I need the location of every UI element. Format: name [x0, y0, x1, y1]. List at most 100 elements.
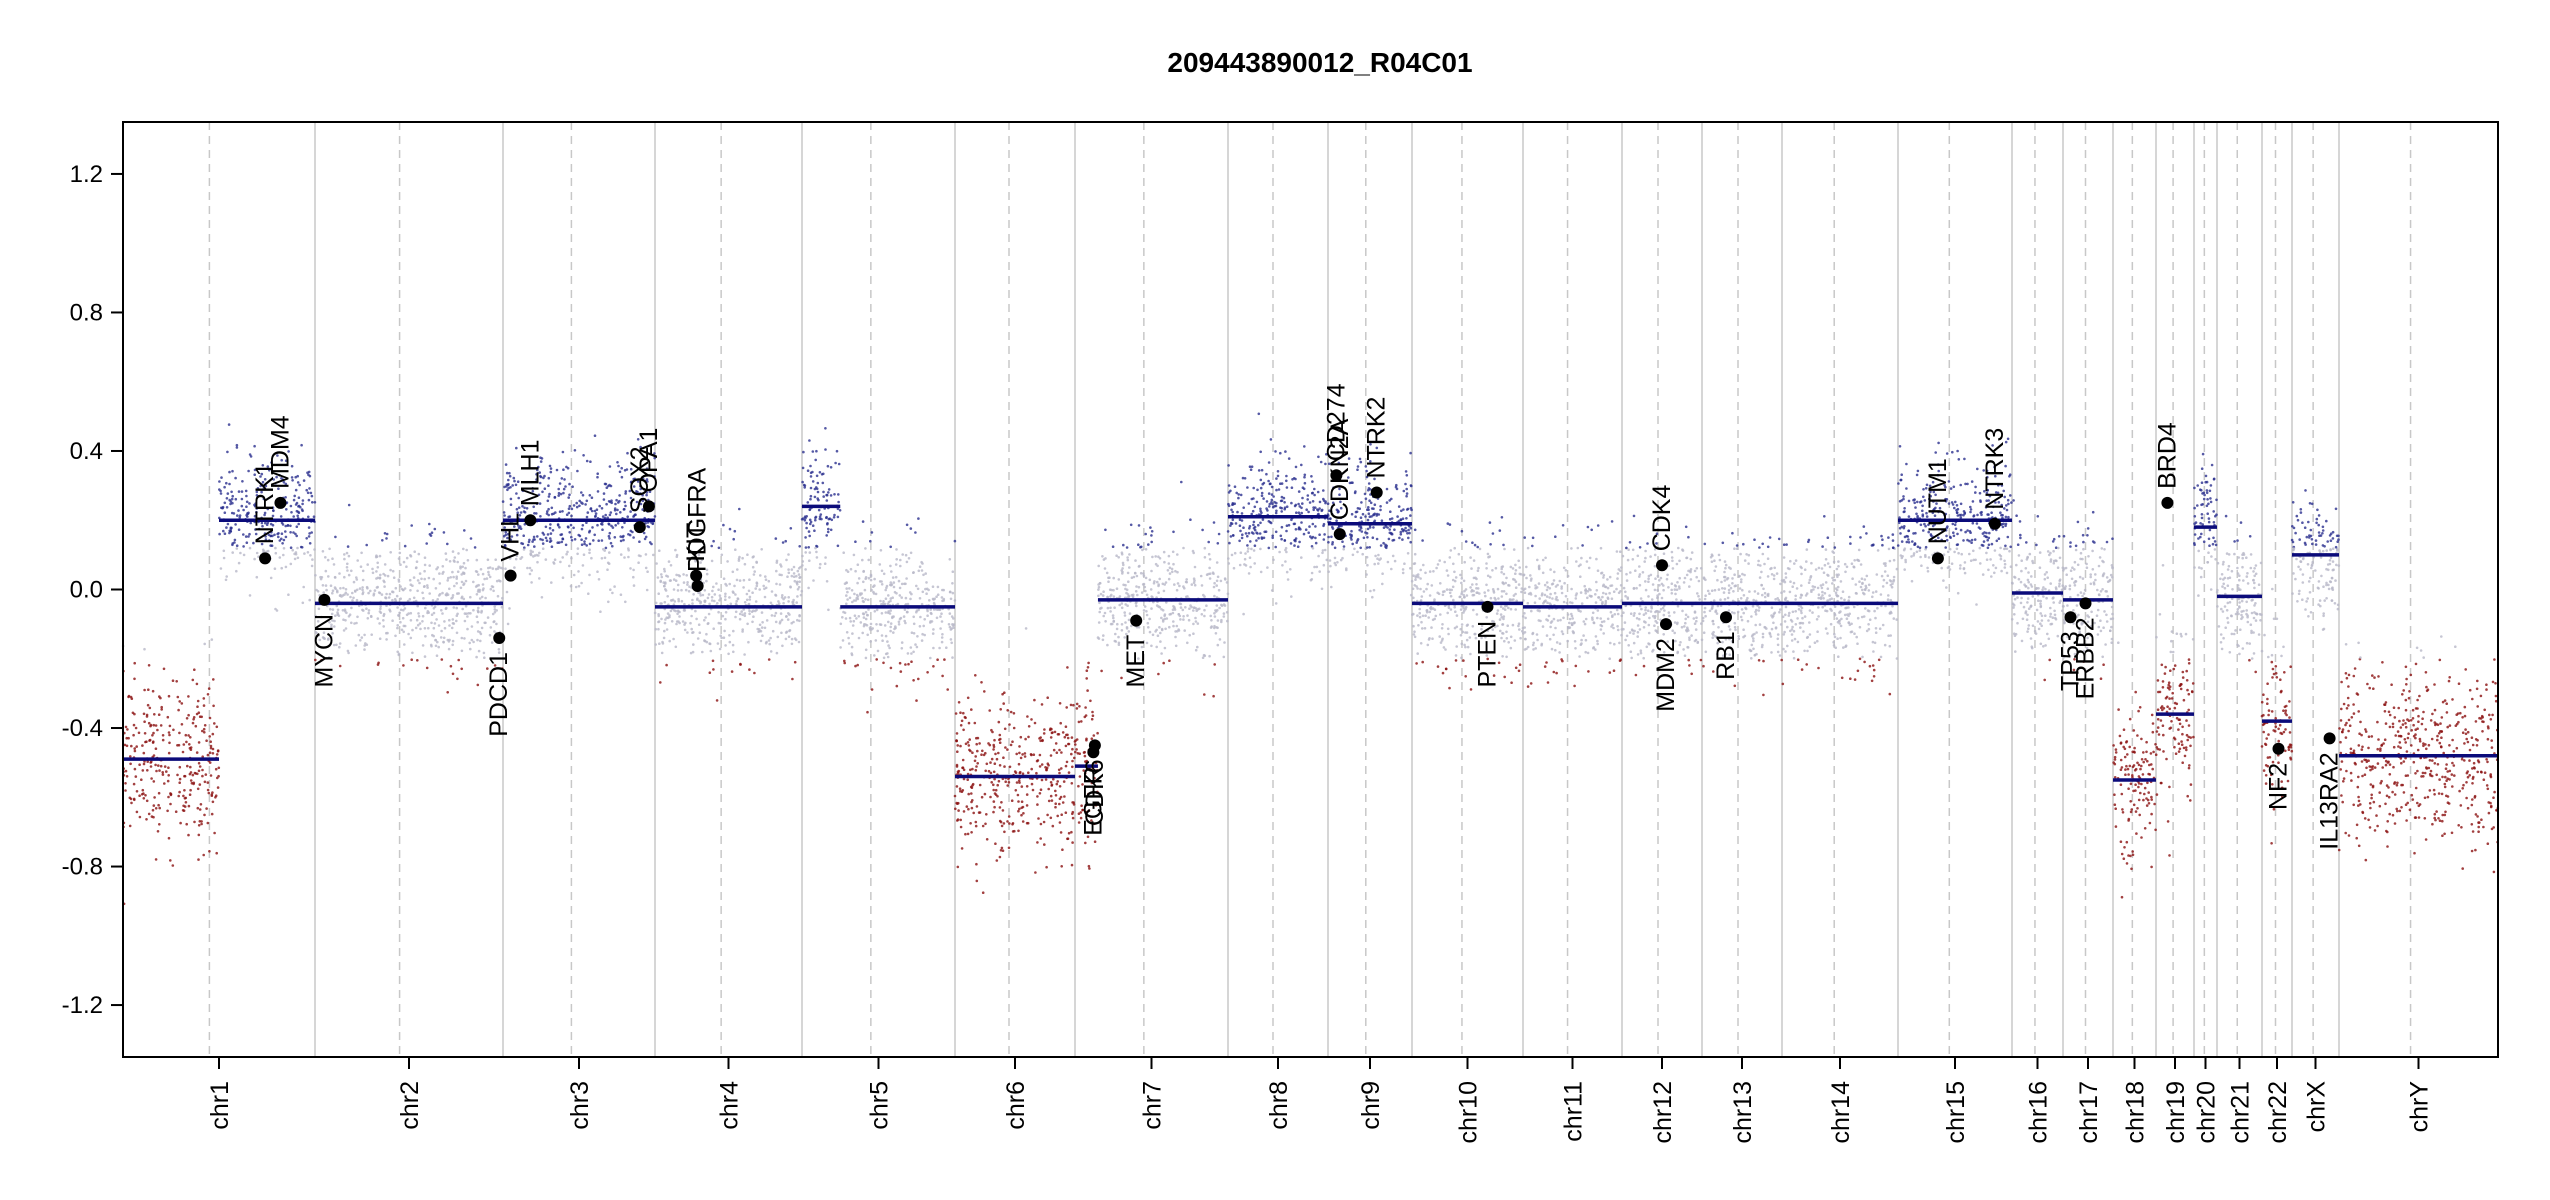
- probe-point: [801, 564, 804, 567]
- probe-point: [1000, 824, 1004, 828]
- probe-point: [1067, 742, 1071, 746]
- probe-point: [829, 528, 833, 532]
- probe-point: [1047, 799, 1051, 803]
- probe-point: [1699, 658, 1703, 662]
- probe-point: [788, 613, 791, 616]
- probe-point: [1207, 552, 1211, 556]
- probe-point: [206, 781, 210, 784]
- probe-point: [335, 643, 338, 647]
- probe-point: [1164, 627, 1167, 631]
- probe-point: [738, 555, 741, 559]
- probe-point: [1413, 630, 1416, 633]
- probe-point: [1134, 590, 1138, 593]
- probe-point: [289, 546, 293, 549]
- probe-point: [1038, 765, 1042, 768]
- probe-point: [889, 666, 893, 670]
- probe-point: [245, 494, 248, 498]
- probe-point: [718, 647, 722, 651]
- probe-point: [672, 578, 676, 581]
- probe-point: [1128, 553, 1131, 556]
- probe-point: [1043, 728, 1046, 731]
- probe-point: [207, 687, 211, 690]
- probe-point: [302, 585, 306, 589]
- probe-point: [1574, 664, 1578, 668]
- probe-point: [513, 479, 516, 483]
- probe-point: [194, 724, 198, 728]
- probe-point: [382, 572, 385, 576]
- probe-point: [301, 601, 305, 605]
- probe-point: [1300, 521, 1303, 524]
- probe-point: [608, 465, 612, 468]
- probe-point: [733, 529, 737, 533]
- probe-point: [889, 597, 893, 600]
- probe-point: [1563, 581, 1566, 585]
- probe-point: [361, 608, 364, 612]
- probe-point: [156, 728, 159, 732]
- probe-point: [1642, 664, 1646, 668]
- probe-point: [149, 761, 152, 764]
- probe-point: [676, 589, 680, 592]
- probe-point: [848, 616, 852, 620]
- probe-point: [1617, 568, 1621, 571]
- probe-point: [1242, 506, 1245, 510]
- probe-point: [663, 600, 667, 604]
- probe-point: [975, 879, 979, 883]
- probe-point: [333, 619, 336, 623]
- probe-point: [1134, 559, 1137, 562]
- probe-point: [1660, 596, 1664, 600]
- probe-point: [732, 650, 735, 654]
- probe-point: [464, 566, 467, 570]
- probe-point: [1415, 662, 1418, 665]
- probe-point: [158, 823, 161, 826]
- probe-point: [422, 585, 426, 588]
- probe-point: [1684, 621, 1687, 625]
- probe-point: [790, 574, 794, 578]
- probe-point: [850, 589, 854, 592]
- probe-point: [308, 542, 312, 545]
- probe-point: [1142, 572, 1145, 575]
- probe-point: [161, 734, 165, 737]
- probe-point: [568, 482, 571, 486]
- probe-point: [861, 631, 864, 635]
- probe-point: [775, 651, 779, 655]
- probe-point: [962, 711, 965, 715]
- probe-point: [1137, 626, 1141, 629]
- probe-point: [427, 626, 430, 630]
- probe-point: [282, 553, 285, 557]
- probe-point: [1196, 645, 1199, 649]
- probe-point: [478, 597, 482, 600]
- probe-point: [189, 748, 193, 751]
- probe-point: [1268, 482, 1272, 486]
- probe-point: [653, 452, 656, 455]
- probe-point: [129, 762, 132, 766]
- probe-point: [807, 546, 810, 549]
- probe-point: [626, 451, 629, 455]
- probe-point: [420, 577, 423, 581]
- probe-point: [917, 517, 920, 520]
- probe-point: [1120, 606, 1124, 610]
- probe-point: [892, 615, 895, 618]
- probe-point: [378, 610, 382, 613]
- probe-point: [130, 801, 133, 805]
- probe-point: [553, 558, 557, 561]
- probe-point: [1431, 637, 1434, 640]
- probe-point: [414, 626, 418, 630]
- probe-point: [1476, 545, 1479, 549]
- probe-point: [880, 569, 884, 573]
- probe-point: [974, 768, 978, 772]
- probe-point: [1372, 507, 1375, 511]
- probe-point: [1454, 659, 1458, 662]
- probe-point: [389, 568, 392, 572]
- probe-point: [188, 793, 192, 796]
- probe-point: [809, 494, 813, 498]
- probe-point: [730, 670, 734, 673]
- probe-point: [1007, 846, 1011, 850]
- probe-point: [1320, 587, 1324, 591]
- probe-point: [1032, 753, 1036, 756]
- probe-point: [968, 738, 971, 741]
- probe-point: [956, 771, 960, 775]
- probe-point: [1441, 593, 1445, 597]
- probe-point: [212, 704, 215, 708]
- probe-point: [1454, 654, 1458, 657]
- probe-point: [132, 723, 136, 727]
